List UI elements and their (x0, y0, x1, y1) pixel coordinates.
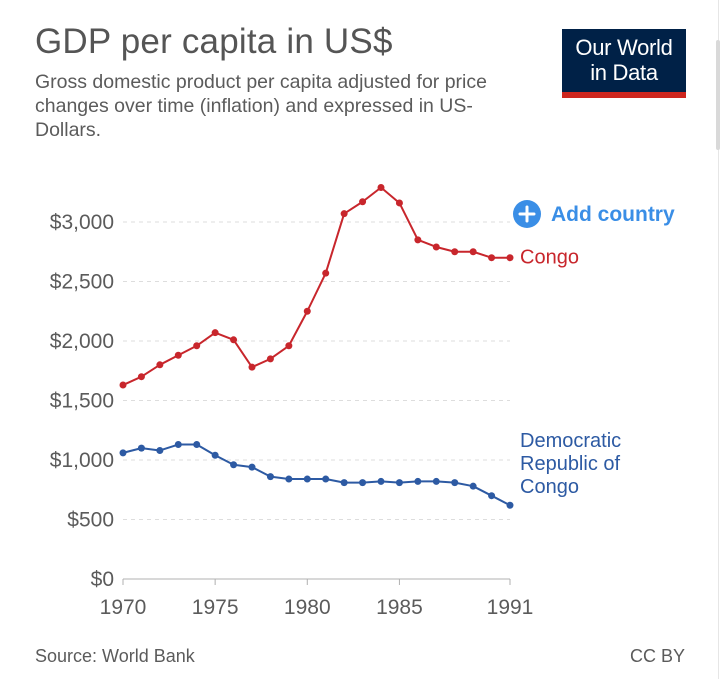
x-tick-label: 1991 (487, 596, 534, 619)
data-point (395, 479, 403, 487)
series-label: Democratic (520, 430, 621, 452)
y-tick-label: $500 (67, 509, 114, 532)
add-country-label: Add country (551, 203, 675, 226)
data-point (322, 269, 330, 277)
y-tick-label: $0 (91, 568, 114, 591)
data-point (488, 492, 496, 500)
data-point (248, 463, 256, 471)
data-point (230, 461, 238, 469)
data-point (156, 446, 164, 454)
data-point (174, 441, 182, 449)
data-point (137, 373, 145, 381)
series-label: Congo (520, 247, 579, 269)
data-point (266, 355, 274, 363)
data-point (211, 451, 219, 459)
series-line-1 (122, 443, 511, 507)
data-point (303, 475, 311, 483)
data-point (137, 444, 145, 452)
y-tick-label: $3,000 (50, 211, 114, 234)
data-point (156, 361, 164, 369)
y-tick-label: $1,000 (50, 449, 114, 472)
data-point (395, 199, 403, 207)
scrollbar[interactable] (716, 40, 720, 150)
data-point (285, 342, 293, 350)
add-country-button[interactable]: Add country (513, 200, 675, 228)
series-label: Congo (520, 476, 579, 498)
data-point (432, 243, 440, 251)
y-tick-label: $1,500 (50, 390, 114, 413)
y-tick-label: $2,000 (50, 330, 114, 353)
logo-text: Our World in Data (562, 29, 686, 85)
logo-line-2: in Data (590, 60, 658, 85)
license-link[interactable]: CC BY (629, 646, 685, 666)
data-point (193, 342, 201, 350)
data-point (506, 501, 514, 509)
data-point (193, 441, 201, 449)
chart-title: GDP per capita in US$ (35, 22, 393, 61)
data-point (359, 479, 367, 487)
series-line-0 (122, 186, 510, 386)
chart-subtitle: Gross domestic product per capita adjust… (35, 71, 487, 141)
data-point (414, 236, 422, 244)
data-point (303, 307, 311, 315)
data-point (119, 449, 127, 457)
series-label: Republic of (520, 453, 621, 475)
x-tick-label: 1970 (100, 596, 147, 619)
plus-glyph (518, 205, 536, 223)
data-point (506, 254, 514, 262)
data-point (469, 248, 477, 256)
data-point (359, 198, 367, 206)
data-point (377, 477, 385, 485)
data-point (211, 329, 219, 337)
data-point (414, 477, 422, 485)
y-tick-label: $2,500 (50, 271, 114, 294)
data-point (469, 482, 477, 490)
data-point (230, 336, 238, 344)
x-tick-label: 1975 (192, 596, 239, 619)
x-tick-label: 1980 (284, 596, 331, 619)
owid-logo[interactable]: Our World in Data (562, 29, 686, 98)
data-point (285, 475, 293, 483)
data-point (451, 248, 459, 256)
logo-accent-bar (562, 92, 686, 98)
data-point (377, 183, 385, 191)
data-point (488, 254, 496, 262)
data-point (266, 473, 274, 481)
x-tick-label: 1985 (376, 596, 423, 619)
data-point (451, 479, 459, 487)
data-point (340, 479, 348, 487)
line-chart: $0 $500 $1,000 $1,500 $2,000 $2,500 $3,000 1970… (50, 183, 675, 619)
data-point (174, 351, 182, 359)
data-point (322, 475, 330, 483)
data-point (432, 477, 440, 485)
data-point (119, 381, 127, 389)
logo-line-1: Our World (575, 35, 673, 60)
source-note[interactable]: Source: World Bank (35, 646, 195, 666)
data-point (340, 210, 348, 218)
data-point (248, 363, 256, 371)
